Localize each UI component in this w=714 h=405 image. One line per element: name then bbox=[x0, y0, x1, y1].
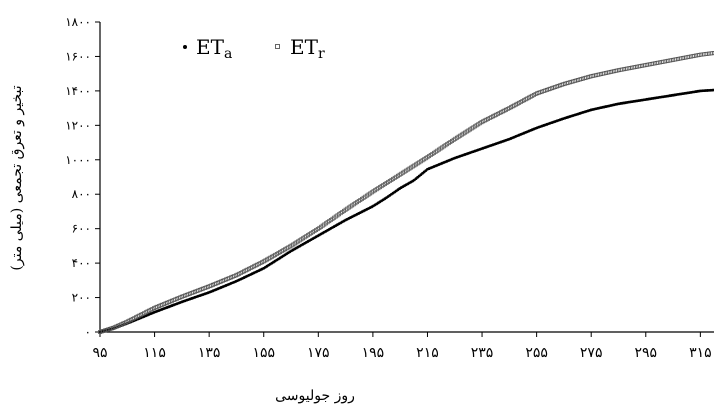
y-tick-label: ۲۰۰ bbox=[72, 291, 91, 305]
y-tick-label: ۱۸۰۰ bbox=[65, 15, 91, 29]
y-tick-label: ۱۲۰۰ bbox=[65, 118, 91, 132]
x-tick-label: ۱۳۵ bbox=[198, 345, 221, 361]
y-tick-label: ۱۰۰۰ bbox=[65, 153, 91, 167]
y-tick-label: ۱۶۰۰ bbox=[65, 49, 91, 63]
x-tick-label: ۱۱۵ bbox=[143, 345, 166, 361]
x-tick-label: ۲۳۵ bbox=[471, 345, 494, 361]
legend-marker-etr bbox=[275, 44, 280, 49]
series-layer bbox=[98, 51, 714, 334]
legend-label-eta-sub: a bbox=[224, 46, 232, 62]
y-tick-label: ۱۴۰۰ bbox=[65, 84, 91, 98]
y-axis-title: تبخیر و تعرق تجمعی (میلی متر) bbox=[9, 85, 25, 270]
y-tick-label: ۰ bbox=[85, 325, 91, 339]
legend-label-etr-sub: r bbox=[318, 46, 325, 62]
series-eta bbox=[98, 88, 714, 334]
x-tick-label: ۹۵ bbox=[92, 345, 107, 361]
legend-marker-eta bbox=[183, 45, 187, 49]
x-axis-title: روز جولیوسی bbox=[275, 388, 355, 404]
y-tick-label: ۴۰۰ bbox=[72, 256, 91, 270]
legend-label-eta: ETa bbox=[196, 35, 232, 62]
legend-label-eta-main: ET bbox=[196, 35, 225, 59]
x-tick-label: ۲۹۵ bbox=[634, 345, 657, 361]
y-tick-label: ۶۰۰ bbox=[72, 222, 91, 236]
x-tick-label: ۱۹۵ bbox=[362, 345, 385, 361]
axes bbox=[99, 22, 714, 333]
legend-label-etr: ETr bbox=[290, 35, 325, 62]
x-tick-label: ۲۵۵ bbox=[525, 345, 548, 361]
x-tick-label: ۱۵۵ bbox=[252, 345, 275, 361]
x-ticks: ۹۵ ۱۱۵ ۱۳۵ ۱۵۵ ۱۷۵ ۱۹۵ ۲۱۵ ۲۳۵ ۲۵۵ ۲۷۵ ۲۹۵ ۳۱۵ bbox=[92, 332, 712, 361]
series-etr bbox=[98, 51, 714, 334]
legend-label-etr-main: ET bbox=[290, 35, 319, 59]
data-point bbox=[712, 51, 714, 55]
x-tick-label: ۲۷۵ bbox=[580, 345, 603, 361]
legend: ETa ETr bbox=[183, 35, 325, 62]
x-tick-label: ۱۷۵ bbox=[307, 345, 330, 361]
x-tick-label: ۳۱۵ bbox=[689, 345, 712, 361]
y-ticks: ۰ ۲۰۰ ۴۰۰ ۶۰۰ ۸۰۰ ۱۰۰۰ ۱۲۰۰ ۱۴۰۰ ۱۶۰۰ ۱۸۰۰ bbox=[65, 15, 100, 339]
x-tick-label: ۲۱۵ bbox=[416, 345, 439, 361]
y-tick-label: ۸۰۰ bbox=[72, 187, 91, 201]
